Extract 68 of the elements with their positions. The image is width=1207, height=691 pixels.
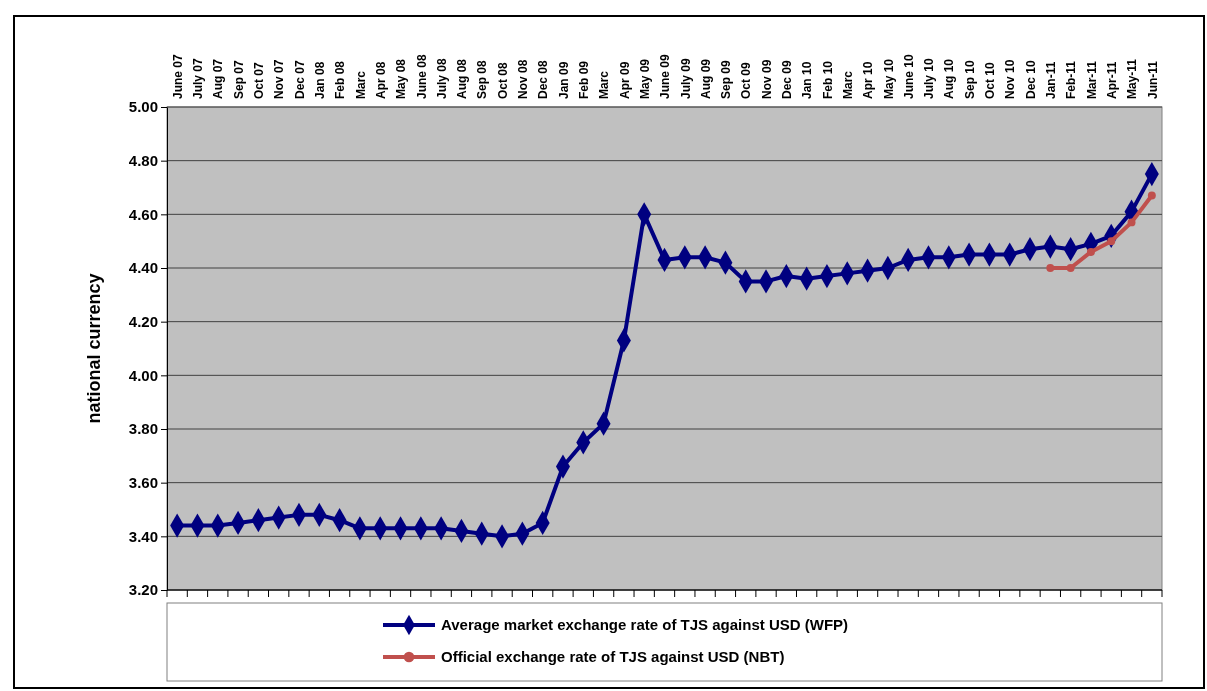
x-tick-label: Nov 10 [1003,59,1018,99]
legend-label: Average market exchange rate of TJS against USD (WFP) [441,616,849,634]
y-tick-label: 4.20 [128,312,158,330]
x-tick-label: Apr 09 [617,61,632,99]
x-tick-label: Oct 09 [739,61,754,99]
x-tick-label: July 09 [678,57,693,99]
x-tick-label: Dec 10 [1023,59,1038,99]
x-tick-label: Jan 08 [313,61,327,99]
x-tick-label: June 07 [170,53,185,99]
y-tick-label: 4.80 [128,151,158,169]
y-tick-label: 3.60 [128,473,158,491]
x-tick-label: Jan-11 [1044,61,1059,99]
x-tick-label: Sep 10 [962,59,977,99]
x-tick-label: Mar-11 [1084,60,1099,99]
x-tick-label: Feb 10 [820,60,835,99]
x-tick-label: Marc [840,70,855,99]
x-tick-label: Sep 09 [719,59,734,99]
x-tick-label: Nov 09 [759,59,774,99]
x-tick-label: June 08 [414,53,429,99]
y-tick-label: 4.00 [128,366,158,384]
point [1086,247,1095,256]
point [1147,191,1156,200]
x-tick-label: June 10 [901,53,916,99]
x-tick-label: July 08 [434,57,449,99]
y-axis-title: national currency [84,273,104,424]
y-tick-label: 3.20 [128,581,158,599]
x-tick-label: Dec 07 [292,59,307,99]
x-tick-label: Sep 08 [475,59,490,99]
point [1066,264,1075,272]
x-tick-label: Nov 07 [272,59,287,99]
x-tick-label: Feb 08 [333,60,348,99]
x-tick-label: May 10 [881,58,896,99]
x-tick-label: Oct 08 [495,61,510,99]
point [1127,218,1136,227]
x-tick-label: May 08 [394,58,409,99]
y-tick-label: 3.40 [128,527,158,545]
x-tick-label: Jan 10 [800,61,815,99]
x-tick-label: Apr-11 [1104,61,1119,99]
x-tick-label: Apr 08 [373,61,388,99]
x-tick-label: Sep 07 [231,59,246,99]
x-tick-label: May 09 [637,58,652,99]
x-tick-label: Marc [597,70,612,99]
point [1046,264,1055,272]
x-tick-label: Aug 09 [698,58,713,99]
x-tick-label: Jun-11 [1145,60,1160,99]
legend-label: Official exchange rate of TJS against USD (NBT) [441,648,785,666]
x-tick-label: Marc [353,70,368,99]
x-tick-label: Dec 08 [536,59,551,99]
x-tick-label: Oct 07 [252,61,267,99]
x-tick-label: June 09 [658,53,673,99]
x-tick-label: Dec 09 [780,59,795,99]
y-tick-label: 4.40 [128,259,158,277]
x-tick-label: Jan 09 [556,61,571,99]
x-tick-label: Aug 07 [211,58,226,99]
x-tick-label: Apr 10 [861,61,876,99]
x-tick-label: July 10 [922,57,937,99]
x-tick-label: Oct 10 [983,61,998,99]
x-tick-label: Aug 08 [455,58,470,99]
y-tick-label: 4.60 [128,205,158,223]
x-tick-label: Feb-11 [1064,60,1079,99]
point [1107,237,1116,246]
y-tick-label: 3.80 [128,420,158,438]
x-tick-label: Aug 10 [942,58,957,99]
x-tick-label: July 07 [191,57,206,99]
x-tick-label: Feb 09 [576,60,591,99]
x-tick-label: May-11 [1125,58,1140,99]
y-tick-label: 5.00 [128,98,158,116]
x-tick-label: Nov 08 [516,59,531,99]
